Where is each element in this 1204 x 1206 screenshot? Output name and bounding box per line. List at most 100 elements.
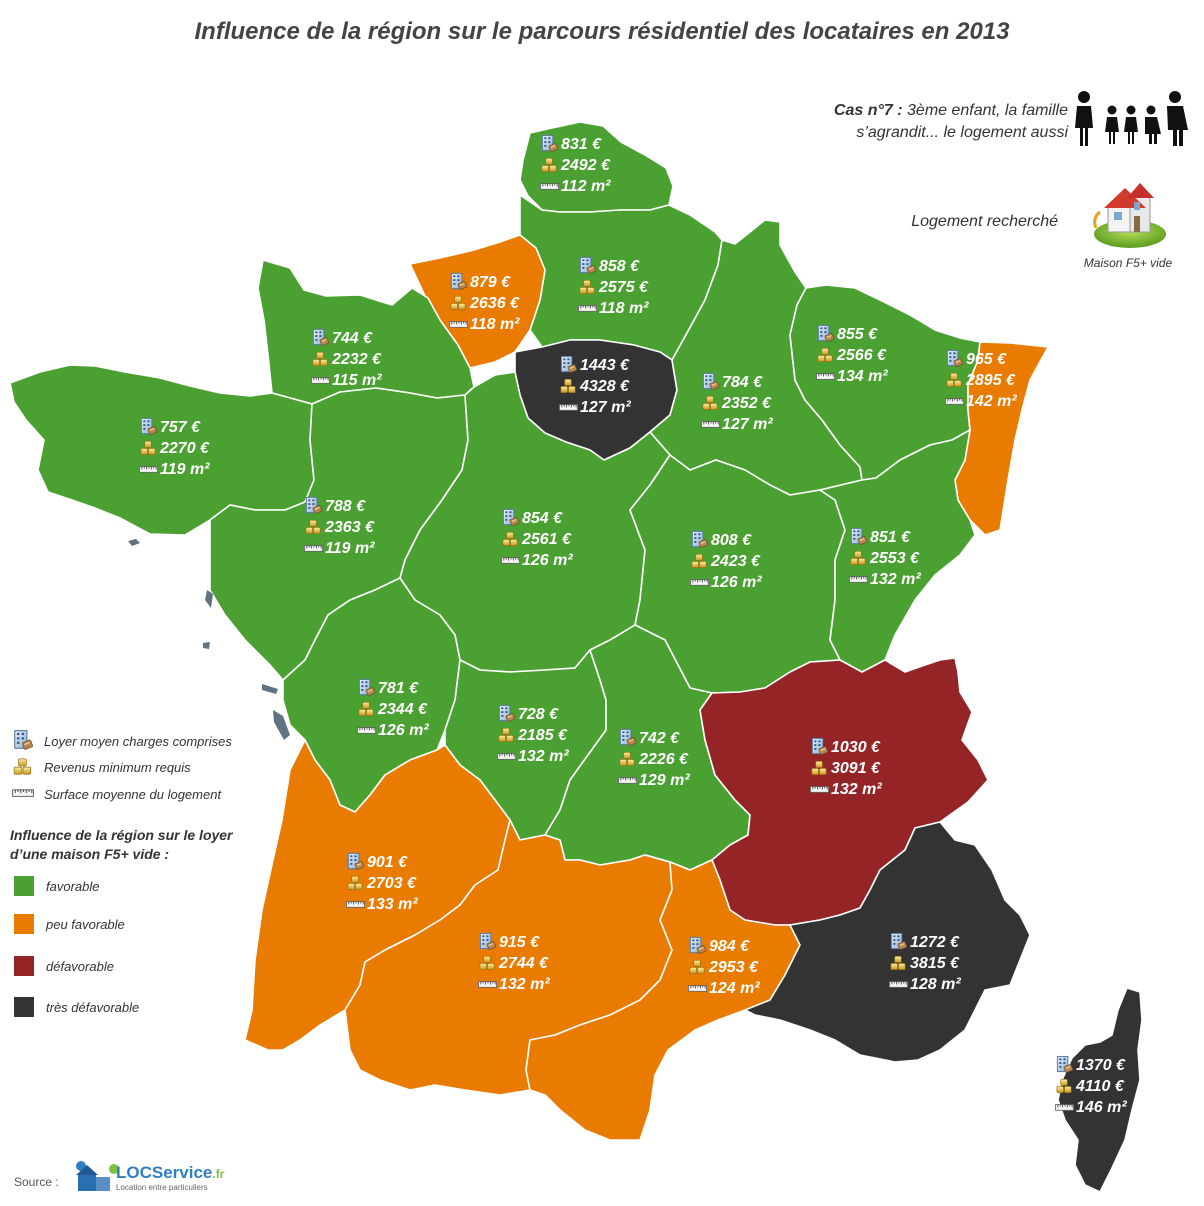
auvergne-surface-icon (618, 777, 637, 784)
ile-de-france-rent-value: 1443 € (580, 357, 630, 374)
bourgogne-surface-icon (690, 579, 709, 586)
corse-rent-icon (1056, 1055, 1074, 1074)
nord-pas-de-calais-surface-icon (540, 183, 559, 190)
paca-surface-value: 128 m² (910, 976, 961, 993)
locservice-logo[interactable]: LOCService.fr Location entre particulier… (72, 1157, 224, 1197)
brand-service: Service (151, 1163, 213, 1182)
centre-surface-value: 126 m² (522, 552, 573, 569)
case-description: Cas n°7 : 3ème enfant, la famille s’agra… (700, 100, 1068, 144)
legend-influence-title-line2: d’une maison F5+ vide : (10, 846, 170, 862)
nord-pas-de-calais-income-value: 2492 € (560, 157, 611, 174)
map-title: Influence de la région sur le parcours r… (194, 18, 1010, 45)
legend-tres-defavorable-label: très défavorable (46, 1000, 140, 1015)
legend-icon-building (14, 730, 34, 751)
pays-de-la-loire-surface-icon (304, 545, 323, 552)
lorraine-income-value: 2566 € (836, 347, 887, 364)
ile-de-france-surface-value: 127 m² (580, 399, 631, 416)
island-yeu (203, 642, 210, 649)
alsace-surface-icon (945, 398, 964, 405)
picardie-income-value: 2575 € (598, 279, 649, 296)
legend-favorable-label: favorable (46, 879, 100, 894)
picardie-surface-icon (578, 305, 597, 312)
bourgogne-income-value: 2423 € (710, 553, 761, 570)
case-text-line1: 3ème enfant, la famille (907, 102, 1068, 119)
island-noirmoutier (205, 590, 213, 608)
legend-surface-label: Surface moyenne du logement (44, 787, 222, 802)
lorraine-surface-value: 134 m² (837, 368, 888, 385)
brand-tld: .fr (212, 1167, 225, 1181)
locservice-house-icon (76, 1161, 119, 1191)
brand-loc: LOC (116, 1163, 152, 1182)
champagne-ardenne-rent-value: 784 € (722, 374, 763, 391)
midi-pyrenees-surface-value: 132 m² (499, 976, 550, 993)
basse-normandie-rent-value: 744 € (332, 330, 373, 347)
bretagne-income-value: 2270 € (159, 440, 210, 457)
pays-de-la-loire-rent-value: 788 € (325, 498, 366, 515)
bretagne-surface-icon (139, 466, 158, 473)
basse-normandie-surface-icon (311, 377, 330, 384)
pays-de-la-loire-surface-value: 119 m² (325, 540, 375, 557)
languedoc-roussillon-surface-value: 124 m² (709, 980, 760, 997)
house-caption: Maison F5+ vide (1083, 256, 1173, 270)
languedoc-roussillon-rent-value: 984 € (709, 938, 750, 955)
rhone-alpes-surface-value: 132 m² (831, 781, 882, 798)
aquitaine-surface-value: 133 m² (367, 896, 418, 913)
champagne-ardenne-surface-icon (701, 421, 720, 428)
bourgogne-surface-value: 126 m² (711, 574, 762, 591)
legend-icon-ruler (12, 789, 34, 797)
auvergne-surface-value: 129 m² (639, 772, 690, 789)
region-franche-comte (819, 429, 976, 673)
bretagne-surface-value: 119 m² (160, 461, 210, 478)
limousin-rent-value: 728 € (518, 706, 559, 723)
languedoc-roussillon-surface-icon (688, 985, 707, 992)
island-belle-ile (128, 539, 140, 546)
midi-pyrenees-rent-value: 915 € (499, 934, 540, 951)
auvergne-rent-value: 742 € (639, 730, 680, 747)
basse-normandie-surface-value: 115 m² (332, 372, 382, 389)
legend-influence-title: Influence de la région sur le loyer d’un… (10, 826, 233, 864)
case-label: Cas n°7 : (833, 102, 903, 119)
search-label: Logement recherché (911, 213, 1058, 230)
locservice-brand: LOCService.fr (116, 1163, 224, 1183)
centre-income-value: 2561 € (521, 531, 572, 548)
picardie-surface-value: 118 m² (599, 300, 649, 317)
franche-comte-surface-value: 132 m² (870, 571, 921, 588)
region-corse (1057, 987, 1143, 1193)
lorraine-surface-icon (816, 373, 835, 380)
limousin-surface-icon (497, 753, 516, 760)
nord-pas-de-calais-rent-value: 831 € (561, 136, 602, 153)
pays-de-la-loire-income-value: 2363 € (324, 519, 375, 536)
franche-comte-income-value: 2553 € (869, 550, 920, 567)
legend-swatch-favorable (14, 876, 34, 896)
centre-surface-icon (501, 557, 520, 564)
rhone-alpes-rent-value: 1030 € (831, 739, 881, 756)
region-alsace (954, 341, 1049, 536)
picardie-rent-value: 858 € (599, 258, 640, 275)
franche-comte-surface-icon (849, 576, 868, 583)
legend-rent-label: Loyer moyen charges comprises (44, 734, 232, 749)
house-icon (1093, 183, 1166, 248)
champagne-ardenne-income-value: 2352 € (721, 395, 772, 412)
nord-pas-de-calais-surface-value: 112 m² (561, 178, 611, 195)
corse-surface-icon (1055, 1104, 1074, 1111)
auvergne-income-value: 2226 € (638, 751, 689, 768)
legend-income-label: Revenus minimum requis (44, 760, 191, 775)
island-re (262, 684, 278, 694)
limousin-surface-value: 132 m² (518, 748, 569, 765)
alsace-rent-value: 965 € (966, 351, 1007, 368)
midi-pyrenees-surface-icon (478, 981, 497, 988)
centre-rent-value: 854 € (522, 510, 563, 527)
legend-defavorable-label: défavorable (46, 959, 114, 974)
aquitaine-surface-icon (346, 901, 365, 908)
bretagne-rent-value: 757 € (160, 419, 201, 436)
rhone-alpes-income-value: 3091 € (831, 760, 881, 777)
poitou-charentes-surface-value: 126 m² (378, 722, 429, 739)
haute-normandie-surface-value: 118 m² (470, 316, 520, 333)
basse-normandie-income-value: 2232 € (331, 351, 382, 368)
haute-normandie-income-value: 2636 € (469, 295, 520, 312)
corse-income-value: 4110 € (1075, 1078, 1125, 1095)
haute-normandie-rent-value: 879 € (470, 274, 511, 291)
legend-swatch-peu-favorable (14, 914, 34, 934)
franche-comte-rent-value: 851 € (870, 529, 911, 546)
